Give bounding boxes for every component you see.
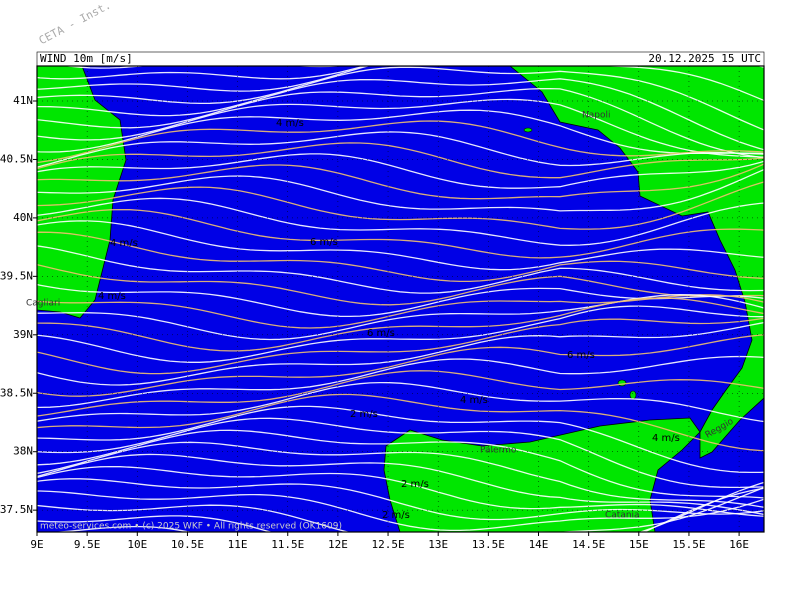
lat-tick-label: 38.5N — [0, 386, 33, 399]
streamline — [37, 245, 764, 294]
streamline — [37, 405, 764, 474]
streamline — [37, 453, 764, 516]
place-label: Cagliari — [26, 299, 60, 309]
streamline — [37, 381, 764, 423]
streamline — [37, 131, 764, 168]
watermark: CETA - Inst. — [37, 0, 113, 47]
streamline — [50, 487, 764, 532]
streamline — [37, 334, 764, 397]
speed-label: 6 m/s — [567, 350, 595, 361]
speed-label: 4 m/s — [276, 118, 304, 129]
speed-label: 4 m/s — [110, 238, 138, 249]
italy-mainland — [509, 66, 764, 459]
streamline — [37, 355, 764, 409]
lon-tick-label: 10.5E — [171, 538, 204, 551]
streamline — [37, 231, 764, 283]
streamline — [37, 305, 764, 363]
streamline — [37, 294, 764, 329]
island — [629, 390, 637, 400]
streamline — [37, 297, 764, 352]
streamline — [37, 153, 764, 189]
lat-tick-label: 39N — [13, 328, 33, 341]
place-label: Catania — [605, 511, 640, 521]
lon-tick-label: 11.5E — [271, 538, 304, 551]
streamline — [37, 78, 764, 151]
streamline — [37, 294, 764, 341]
streamline — [37, 181, 764, 230]
speed-label: 2 m/s — [350, 409, 378, 420]
streamlines — [37, 66, 764, 532]
lon-tick-label: 13.5E — [472, 538, 505, 551]
place-label: Palermo — [480, 446, 517, 456]
lon-tick-label: 9E — [30, 538, 43, 551]
streamline — [37, 168, 764, 212]
lat-tick-label: 40N — [13, 211, 33, 224]
lon-tick-label: 15.5E — [672, 538, 705, 551]
lon-tick-label: 12E — [328, 538, 348, 551]
streamline — [37, 490, 764, 532]
lon-tick-label: 11E — [228, 538, 248, 551]
speed-label: 4 m/s — [460, 395, 488, 406]
sardinia — [37, 66, 127, 319]
streamline — [37, 142, 764, 179]
streamline — [37, 441, 764, 508]
lon-tick-label: 14.5E — [572, 538, 605, 551]
streamline — [37, 208, 764, 259]
streamline — [37, 120, 764, 164]
ticks: 41N 40.5N 40N 39.5N 39N 38.5N 38N 37.5N 9E 9.5E 10… — [0, 94, 749, 551]
header-right: 20.12.2025 15 UTC — [648, 52, 761, 65]
place-label: Napoli — [582, 111, 610, 121]
streamline — [37, 109, 764, 155]
speed-label: 2 m/s — [401, 479, 429, 490]
streamline — [37, 486, 764, 532]
speed-label: 4 m/s — [652, 433, 680, 444]
streamline — [37, 66, 764, 80]
lat-tick-label: 40.5N — [0, 152, 33, 165]
streamline — [37, 321, 764, 386]
streamline — [37, 478, 764, 521]
frame — [36, 65, 765, 533]
streamline — [37, 417, 764, 489]
lon-tick-label: 16E — [729, 538, 749, 551]
streamline — [37, 66, 764, 131]
lat-tick-label: 37.5N — [0, 503, 33, 516]
lat-tick-label: 38N — [13, 445, 33, 458]
lat-tick-label: 39.5N — [0, 269, 33, 282]
header-left: WIND 10m [m/s] — [40, 52, 133, 65]
streamline — [37, 66, 764, 102]
lon-tick-label: 10E — [127, 538, 147, 551]
streamline — [37, 481, 764, 532]
island — [523, 127, 533, 133]
streamline — [37, 163, 764, 200]
map-area — [37, 66, 764, 532]
lon-tick-label: 9.5E — [74, 538, 101, 551]
sicily — [383, 417, 701, 532]
streamline — [37, 220, 764, 271]
lon-tick-label: 13E — [428, 538, 448, 551]
streamline — [37, 317, 764, 375]
copyright: meteo-services.com • (c) 2025 WKF • All … — [40, 522, 342, 532]
speed-label: 4 m/s — [98, 291, 126, 302]
lon-tick-label: 15E — [629, 538, 649, 551]
streamline — [37, 87, 764, 159]
speed-label: 6 m/s — [310, 237, 338, 248]
streamline — [37, 465, 764, 517]
streamline — [37, 393, 764, 452]
speed-label: 6 m/s — [367, 328, 395, 339]
lon-tick-label: 12.5E — [371, 538, 404, 551]
streamline — [37, 197, 764, 246]
lat-tick-label: 41N — [13, 94, 33, 107]
grid — [37, 66, 764, 532]
speed-label: 2 m/s — [382, 510, 410, 521]
streamline — [37, 429, 764, 499]
streamline — [37, 264, 764, 306]
streamline — [37, 370, 764, 417]
streamline — [37, 98, 764, 158]
lon-tick-label: 14E — [529, 538, 549, 551]
